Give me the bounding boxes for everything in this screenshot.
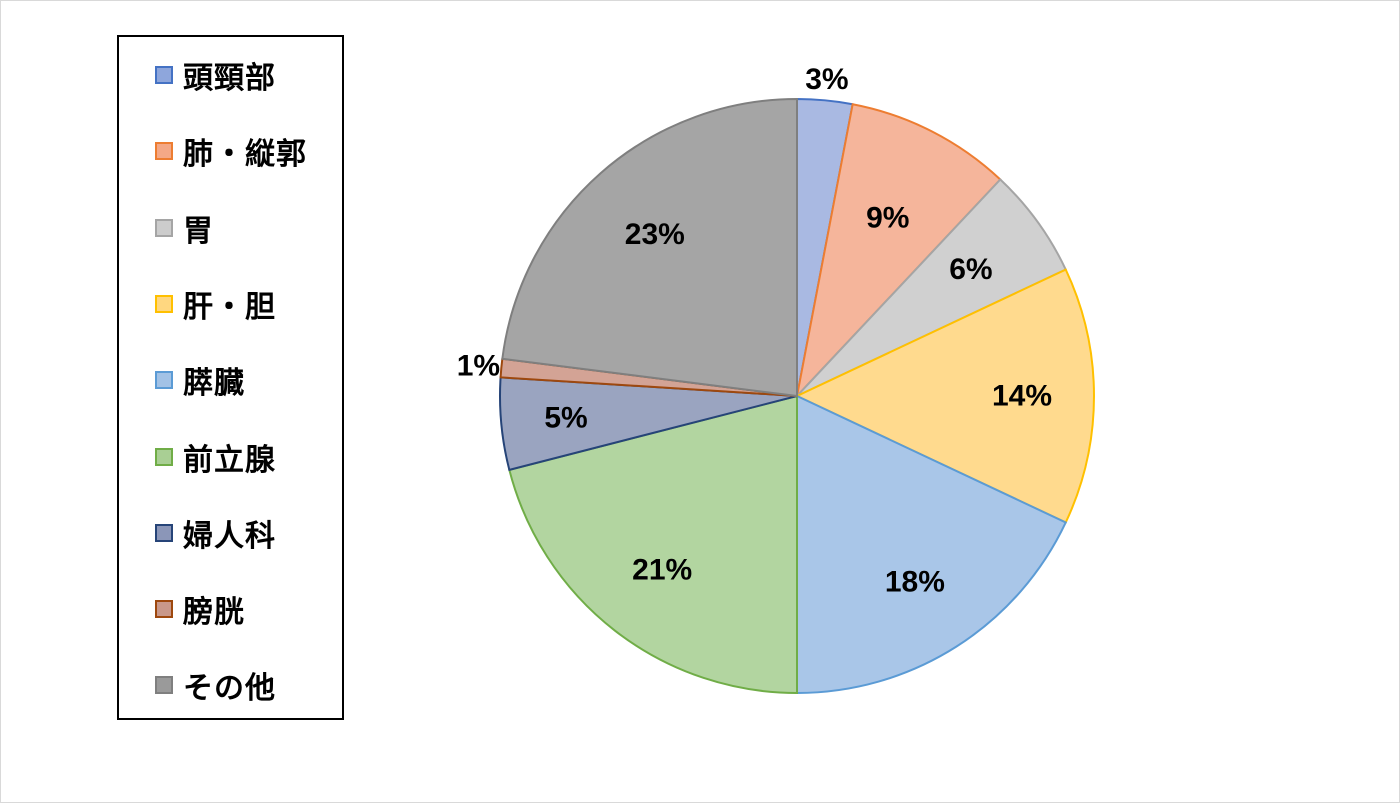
slice-data-label: 9% — [866, 201, 909, 234]
legend-swatch — [155, 447, 173, 466]
legend-swatch — [155, 600, 173, 619]
legend-label: 前立腺 — [183, 442, 276, 478]
slice-data-label: 1% — [457, 349, 500, 382]
legend: 頭頸部肺・縦郭胃肝・胆膵臓前立腺婦人科膀胱その他 — [117, 35, 344, 720]
legend-swatch — [155, 218, 173, 237]
legend-swatch — [155, 523, 173, 542]
legend-swatch — [155, 676, 173, 695]
pie-slice — [508, 394, 798, 695]
legend-item: 頭頸部 — [155, 55, 276, 96]
legend-label: 膵臓 — [183, 366, 245, 402]
pie-slice — [796, 394, 1068, 695]
slice-data-label: 14% — [992, 380, 1052, 413]
legend-label: その他 — [183, 671, 276, 707]
slice-data-label: 6% — [949, 253, 992, 286]
legend-label: 膀胱 — [183, 595, 245, 631]
pie-slice — [794, 268, 1095, 524]
slice-data-label: 5% — [544, 401, 587, 434]
legend-item: 膀胱 — [155, 589, 245, 631]
legend-swatch — [155, 66, 173, 84]
legend-item: 前立腺 — [155, 437, 276, 478]
legend-item: 胃 — [155, 208, 214, 249]
slice-data-label: 18% — [885, 565, 945, 598]
slice-data-label: 23% — [625, 218, 685, 251]
legend-item: 肺・縦郭 — [155, 131, 307, 173]
legend-label: 肺・縦郭 — [183, 137, 307, 173]
legend-label: 胃 — [183, 213, 214, 249]
legend-label: 婦人科 — [183, 518, 276, 554]
pie-slice — [501, 97, 798, 398]
legend-item: 婦人科 — [155, 513, 276, 554]
legend-swatch — [155, 371, 173, 390]
legend-item: 膵臓 — [155, 360, 245, 402]
pie-slice — [795, 103, 1002, 400]
legend-swatch — [155, 142, 173, 161]
slice-data-label: 21% — [632, 553, 692, 586]
legend-item: その他 — [155, 665, 276, 707]
legend-item: 肝・胆 — [155, 284, 276, 325]
slice-data-label: 3% — [805, 63, 848, 96]
legend-swatch — [155, 294, 173, 313]
legend-label: 肝・胆 — [183, 289, 276, 325]
legend-label: 頭頸部 — [183, 61, 276, 96]
